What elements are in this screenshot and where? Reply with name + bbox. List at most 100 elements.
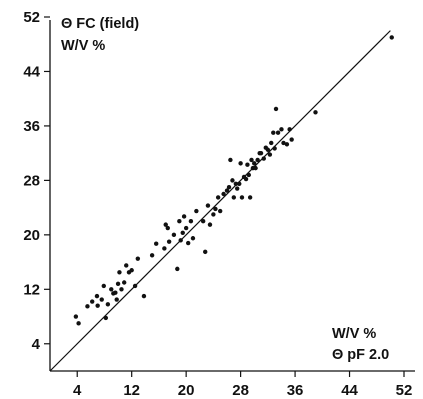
data-point xyxy=(389,35,394,40)
data-point xyxy=(226,184,232,190)
data-point xyxy=(190,236,196,241)
data-point xyxy=(279,127,284,132)
x-axis-title-line-1: W/V % xyxy=(332,326,376,342)
x-tick-label: 36 xyxy=(287,382,304,399)
data-point xyxy=(252,161,257,166)
data-point xyxy=(217,208,223,214)
y-tick-label: 12 xyxy=(23,281,40,298)
data-point xyxy=(273,106,279,112)
y-tick-label: 28 xyxy=(23,172,40,189)
data-point xyxy=(149,253,155,258)
data-point xyxy=(211,212,216,217)
data-point xyxy=(124,263,129,268)
x-ticks: 4 12 20 28 36 44 52 xyxy=(73,371,412,399)
data-point xyxy=(281,140,286,146)
data-point xyxy=(258,150,264,156)
data-point xyxy=(115,281,121,287)
data-point xyxy=(76,321,81,326)
data-point xyxy=(230,178,235,183)
data-point xyxy=(132,283,138,289)
data-point xyxy=(275,130,281,135)
y-axis-title-line-1: Θ FC (field) xyxy=(61,16,139,32)
x-tick-label: 28 xyxy=(232,382,249,399)
data-point xyxy=(224,188,230,193)
data-point xyxy=(265,147,271,152)
data-points xyxy=(73,35,394,326)
data-point xyxy=(237,181,242,186)
data-point xyxy=(183,225,189,231)
data-point xyxy=(177,219,182,224)
data-point xyxy=(238,161,243,166)
data-point xyxy=(90,299,95,304)
data-point xyxy=(249,157,254,163)
data-point xyxy=(166,239,172,244)
data-point xyxy=(245,162,250,167)
data-point xyxy=(231,195,237,200)
y-ticks: 4 12 20 28 36 44 52 xyxy=(23,9,50,353)
data-point xyxy=(185,240,191,246)
data-point xyxy=(194,208,199,214)
data-point xyxy=(119,287,124,292)
data-point xyxy=(122,280,127,285)
data-point xyxy=(135,256,141,261)
data-point xyxy=(178,238,183,243)
one-to-one-line xyxy=(49,30,391,372)
data-point xyxy=(103,315,109,321)
data-point xyxy=(171,232,177,238)
x-tick-label: 44 xyxy=(341,382,358,399)
y-tick-label: 4 xyxy=(32,336,41,353)
data-point xyxy=(203,249,208,255)
data-point xyxy=(129,268,134,273)
data-point xyxy=(117,270,122,275)
data-point xyxy=(94,293,100,299)
data-point xyxy=(246,172,251,178)
y-tick-label: 52 xyxy=(23,9,40,26)
data-point xyxy=(271,130,276,135)
data-point xyxy=(180,230,185,236)
data-point xyxy=(85,304,90,309)
y-tick-label: 36 xyxy=(23,118,40,135)
data-point xyxy=(99,297,104,302)
data-point xyxy=(267,152,273,157)
data-point xyxy=(247,195,253,200)
data-point xyxy=(181,214,187,219)
data-point xyxy=(207,222,213,227)
data-point xyxy=(163,222,168,227)
data-point xyxy=(175,266,180,272)
data-point xyxy=(105,302,111,307)
data-point xyxy=(205,203,211,208)
data-point xyxy=(165,225,170,231)
data-point xyxy=(228,157,233,163)
data-point xyxy=(215,195,221,200)
data-point xyxy=(255,157,260,163)
x-tick-label: 52 xyxy=(396,382,413,399)
data-point xyxy=(188,219,194,224)
x-tick-label: 12 xyxy=(123,382,140,399)
data-point xyxy=(200,219,206,224)
data-point xyxy=(289,137,294,142)
data-point xyxy=(141,293,147,299)
data-point xyxy=(261,156,266,161)
data-point xyxy=(272,146,277,151)
y-axis-title-line-2: W/V % xyxy=(61,38,105,54)
data-point xyxy=(239,195,245,200)
data-point xyxy=(73,314,79,319)
data-point xyxy=(233,181,239,186)
x-tick-label: 20 xyxy=(178,382,195,399)
x-tick-label: 4 xyxy=(73,382,82,399)
data-point xyxy=(113,290,118,295)
data-point xyxy=(154,241,159,246)
x-axis-title-line-2: Θ pF 2.0 xyxy=(332,347,389,363)
y-tick-label: 44 xyxy=(23,63,40,80)
data-point xyxy=(101,283,106,289)
data-point xyxy=(287,127,292,132)
y-axis: 4 12 20 28 36 44 52 xyxy=(23,9,51,371)
data-point xyxy=(95,303,100,308)
data-point xyxy=(269,140,274,146)
data-point xyxy=(114,297,119,302)
data-point xyxy=(235,186,240,191)
data-point xyxy=(313,110,318,115)
data-point xyxy=(213,206,218,212)
x-axis: 4 12 20 28 36 44 52 xyxy=(50,370,415,399)
